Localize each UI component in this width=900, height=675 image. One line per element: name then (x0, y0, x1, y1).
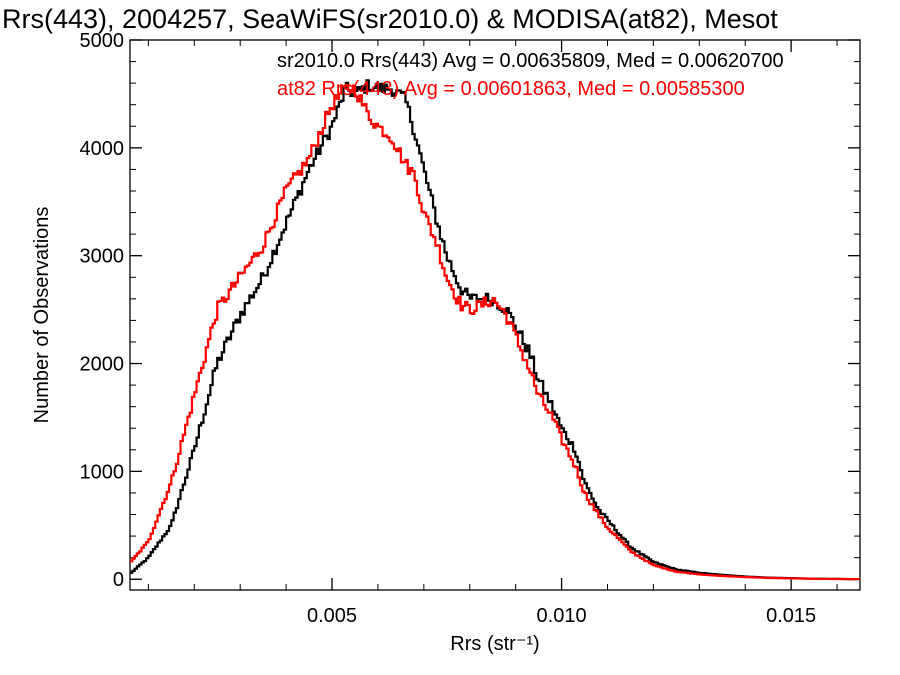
x-tick-label: 0.015 (766, 605, 816, 627)
y-tick-label: 3000 (80, 246, 125, 268)
y-tick-label: 4000 (80, 138, 125, 160)
legend-annotation-red: at82 Rrs(443) Avg = 0.00601863, Med = 0.… (277, 78, 745, 100)
x-axis-label: Rrs (str⁻¹) (450, 633, 539, 655)
y-tick-label: 5000 (80, 30, 125, 52)
series-sr2010-0-line (130, 79, 860, 581)
y-axis-ticks: 0 1000 2000 3000 4000 5000 (80, 30, 860, 591)
y-tick-label: 0 (113, 569, 124, 591)
chart-title: Rrs(443), 2004257, SeaWiFS(sr2010.0) & M… (2, 4, 778, 34)
x-tick-label: 0.005 (307, 605, 357, 627)
y-axis-label: Number of Observations (31, 207, 53, 424)
y-tick-label: 1000 (80, 461, 125, 483)
y-tick-label: 2000 (80, 354, 125, 376)
plot-frame (129, 39, 861, 591)
series-layer (130, 79, 860, 581)
plot-area: 0 1000 2000 3000 4000 5000 0.005 0.010 0.015 (80, 30, 861, 627)
x-tick-label: 0.010 (537, 605, 587, 627)
series-at82-line (130, 83, 860, 581)
legend-annotation-black: sr2010.0 Rrs(443) Avg = 0.00635809, Med … (277, 50, 784, 72)
x-axis-ticks: 0.005 0.010 0.015 (147, 40, 838, 627)
